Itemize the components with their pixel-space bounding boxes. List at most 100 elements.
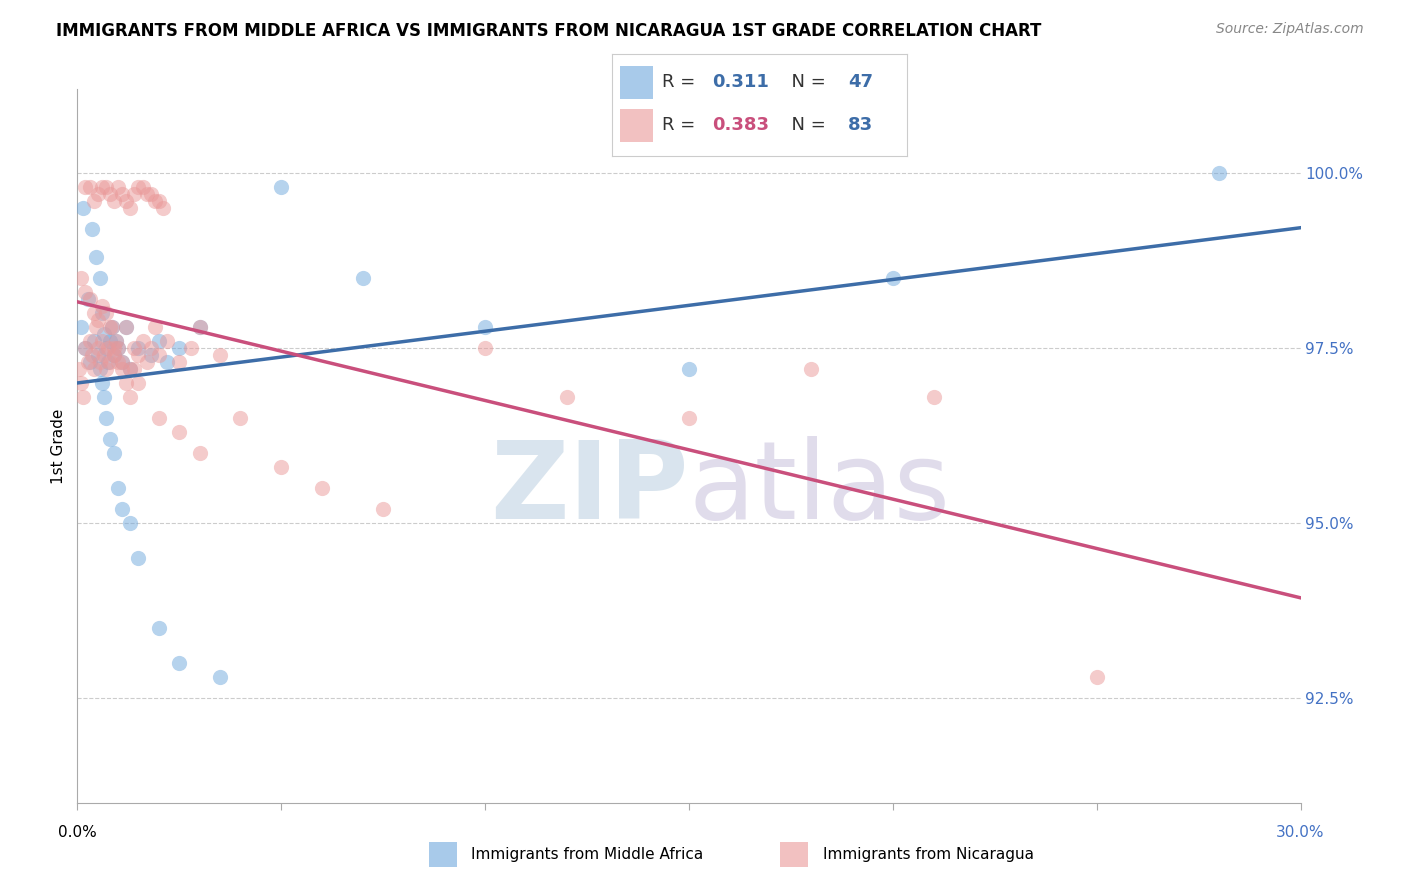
Point <box>83 306 105 320</box>
Point <box>75 341 97 355</box>
Point <box>111 502 134 516</box>
Point <box>79 180 101 194</box>
Point <box>80 348 103 362</box>
Point <box>111 355 134 369</box>
Point <box>128 341 150 355</box>
Point <box>93 327 115 342</box>
Point <box>72 390 94 404</box>
Point <box>188 320 211 334</box>
Point <box>90 299 112 313</box>
Point <box>131 180 153 194</box>
Point <box>90 334 112 348</box>
Point <box>131 334 153 348</box>
Point <box>270 180 292 194</box>
Point <box>90 180 112 194</box>
Y-axis label: 1st Grade: 1st Grade <box>51 409 66 483</box>
Point <box>209 348 232 362</box>
Text: 0.311: 0.311 <box>711 73 769 91</box>
Text: R =: R = <box>662 73 700 91</box>
Point <box>209 670 232 684</box>
Point <box>120 201 142 215</box>
Point <box>270 460 292 475</box>
Point <box>70 271 93 285</box>
Point <box>135 187 157 202</box>
Point <box>143 320 166 334</box>
Point <box>352 271 374 285</box>
Point <box>139 187 162 202</box>
Point <box>107 341 129 355</box>
Point <box>98 355 121 369</box>
Point <box>75 285 97 299</box>
Point <box>474 320 496 334</box>
Point <box>103 194 125 208</box>
Point <box>115 320 138 334</box>
Point <box>120 390 142 404</box>
Point <box>105 334 128 348</box>
FancyBboxPatch shape <box>780 842 808 867</box>
Text: 0.0%: 0.0% <box>58 825 97 840</box>
Point <box>188 320 211 334</box>
Point <box>180 341 202 355</box>
Point <box>97 341 120 355</box>
Point <box>124 362 146 376</box>
Text: ZIP: ZIP <box>491 436 689 541</box>
Point <box>94 362 117 376</box>
Point <box>87 313 110 327</box>
Text: atlas: atlas <box>689 436 950 541</box>
Point <box>678 411 700 425</box>
Point <box>98 187 121 202</box>
Point <box>128 376 150 390</box>
Text: N =: N = <box>780 73 831 91</box>
Point <box>143 194 166 208</box>
Point <box>311 481 333 495</box>
Text: 47: 47 <box>848 73 873 91</box>
Point <box>76 355 98 369</box>
Point <box>1085 670 1108 684</box>
FancyBboxPatch shape <box>620 109 652 142</box>
Point <box>79 334 101 348</box>
Point <box>115 320 138 334</box>
Point <box>72 201 94 215</box>
Point <box>97 355 120 369</box>
Text: Immigrants from Nicaragua: Immigrants from Nicaragua <box>823 847 1033 862</box>
Point <box>87 187 110 202</box>
Point <box>83 334 105 348</box>
Point <box>90 306 112 320</box>
Point <box>124 341 146 355</box>
Point <box>922 390 945 404</box>
Text: 83: 83 <box>848 116 873 135</box>
Point <box>148 348 170 362</box>
FancyBboxPatch shape <box>620 66 652 99</box>
Point <box>75 180 97 194</box>
Point <box>93 348 115 362</box>
Point <box>111 362 134 376</box>
Point <box>152 201 174 215</box>
Point <box>89 355 111 369</box>
Point <box>120 516 142 530</box>
Point <box>156 355 179 369</box>
Point <box>70 320 93 334</box>
Point <box>84 320 107 334</box>
Point <box>94 341 117 355</box>
Point <box>115 376 138 390</box>
Point <box>103 341 125 355</box>
Point <box>169 341 191 355</box>
Point <box>156 334 179 348</box>
Text: Source: ZipAtlas.com: Source: ZipAtlas.com <box>1216 22 1364 37</box>
Point <box>139 348 162 362</box>
Point <box>70 376 93 390</box>
Point <box>98 320 121 334</box>
Point <box>107 355 129 369</box>
Point <box>83 362 105 376</box>
Point <box>94 306 117 320</box>
Point <box>87 341 110 355</box>
Point <box>148 334 170 348</box>
Point <box>169 355 191 369</box>
Point <box>148 411 170 425</box>
Point <box>105 334 128 348</box>
Point <box>80 222 103 236</box>
Point <box>800 362 823 376</box>
Point <box>107 481 129 495</box>
Point <box>474 341 496 355</box>
Point <box>169 656 191 670</box>
